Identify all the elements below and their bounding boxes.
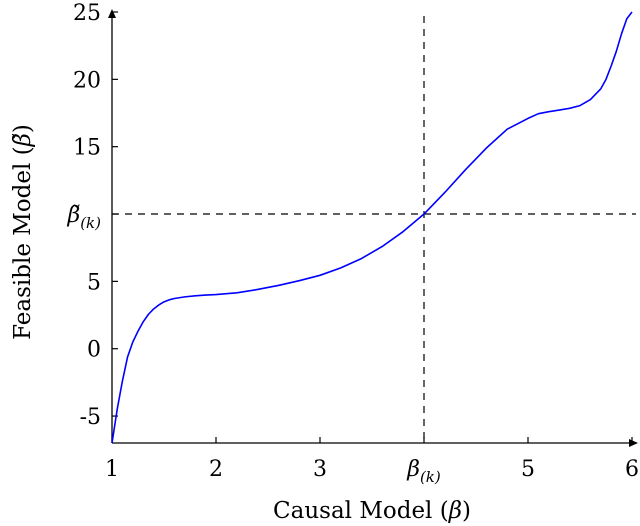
y-axis-arrowhead: [108, 9, 116, 18]
series-line: [111, 11, 633, 444]
y-tick-label: 25: [73, 1, 101, 26]
x-tick-label: 3: [313, 457, 327, 482]
x-tick-label: 5: [521, 457, 535, 482]
x-tick-label: 1: [105, 457, 119, 482]
x-axis-title-close: ): [462, 498, 471, 524]
y-axis-title-close: ): [10, 124, 36, 133]
y-tick-label: 15: [73, 136, 101, 161]
x-axis-title-text: Causal Model (: [273, 498, 449, 524]
svg-text:Feasible Model (β̃): Feasible Model (β̃): [10, 124, 36, 340]
x-tick-label: 2: [209, 457, 223, 482]
svg-text:Causal Model (β): Causal Model (β): [273, 498, 471, 524]
x-tick-label: 6: [625, 457, 639, 482]
y-tick-label: 5: [87, 270, 101, 295]
y-tick-label: 20: [73, 68, 101, 93]
y-axis-title: Feasible Model (β̃): [10, 124, 36, 340]
y-axis-title-symbol: β̃: [10, 133, 36, 147]
y-tick-label: -5: [80, 405, 101, 430]
x-axis-title-symbol: β: [448, 498, 462, 524]
x-axis-title: Causal Model (β): [273, 498, 471, 524]
x-axis-arrowhead: [629, 439, 638, 447]
y-axis-title-text: Feasible Model (: [10, 146, 36, 340]
x-reference-label: β(k): [406, 457, 441, 486]
y-reference-label: β̃(k): [66, 203, 101, 232]
y-tick-label: 0: [87, 338, 101, 363]
